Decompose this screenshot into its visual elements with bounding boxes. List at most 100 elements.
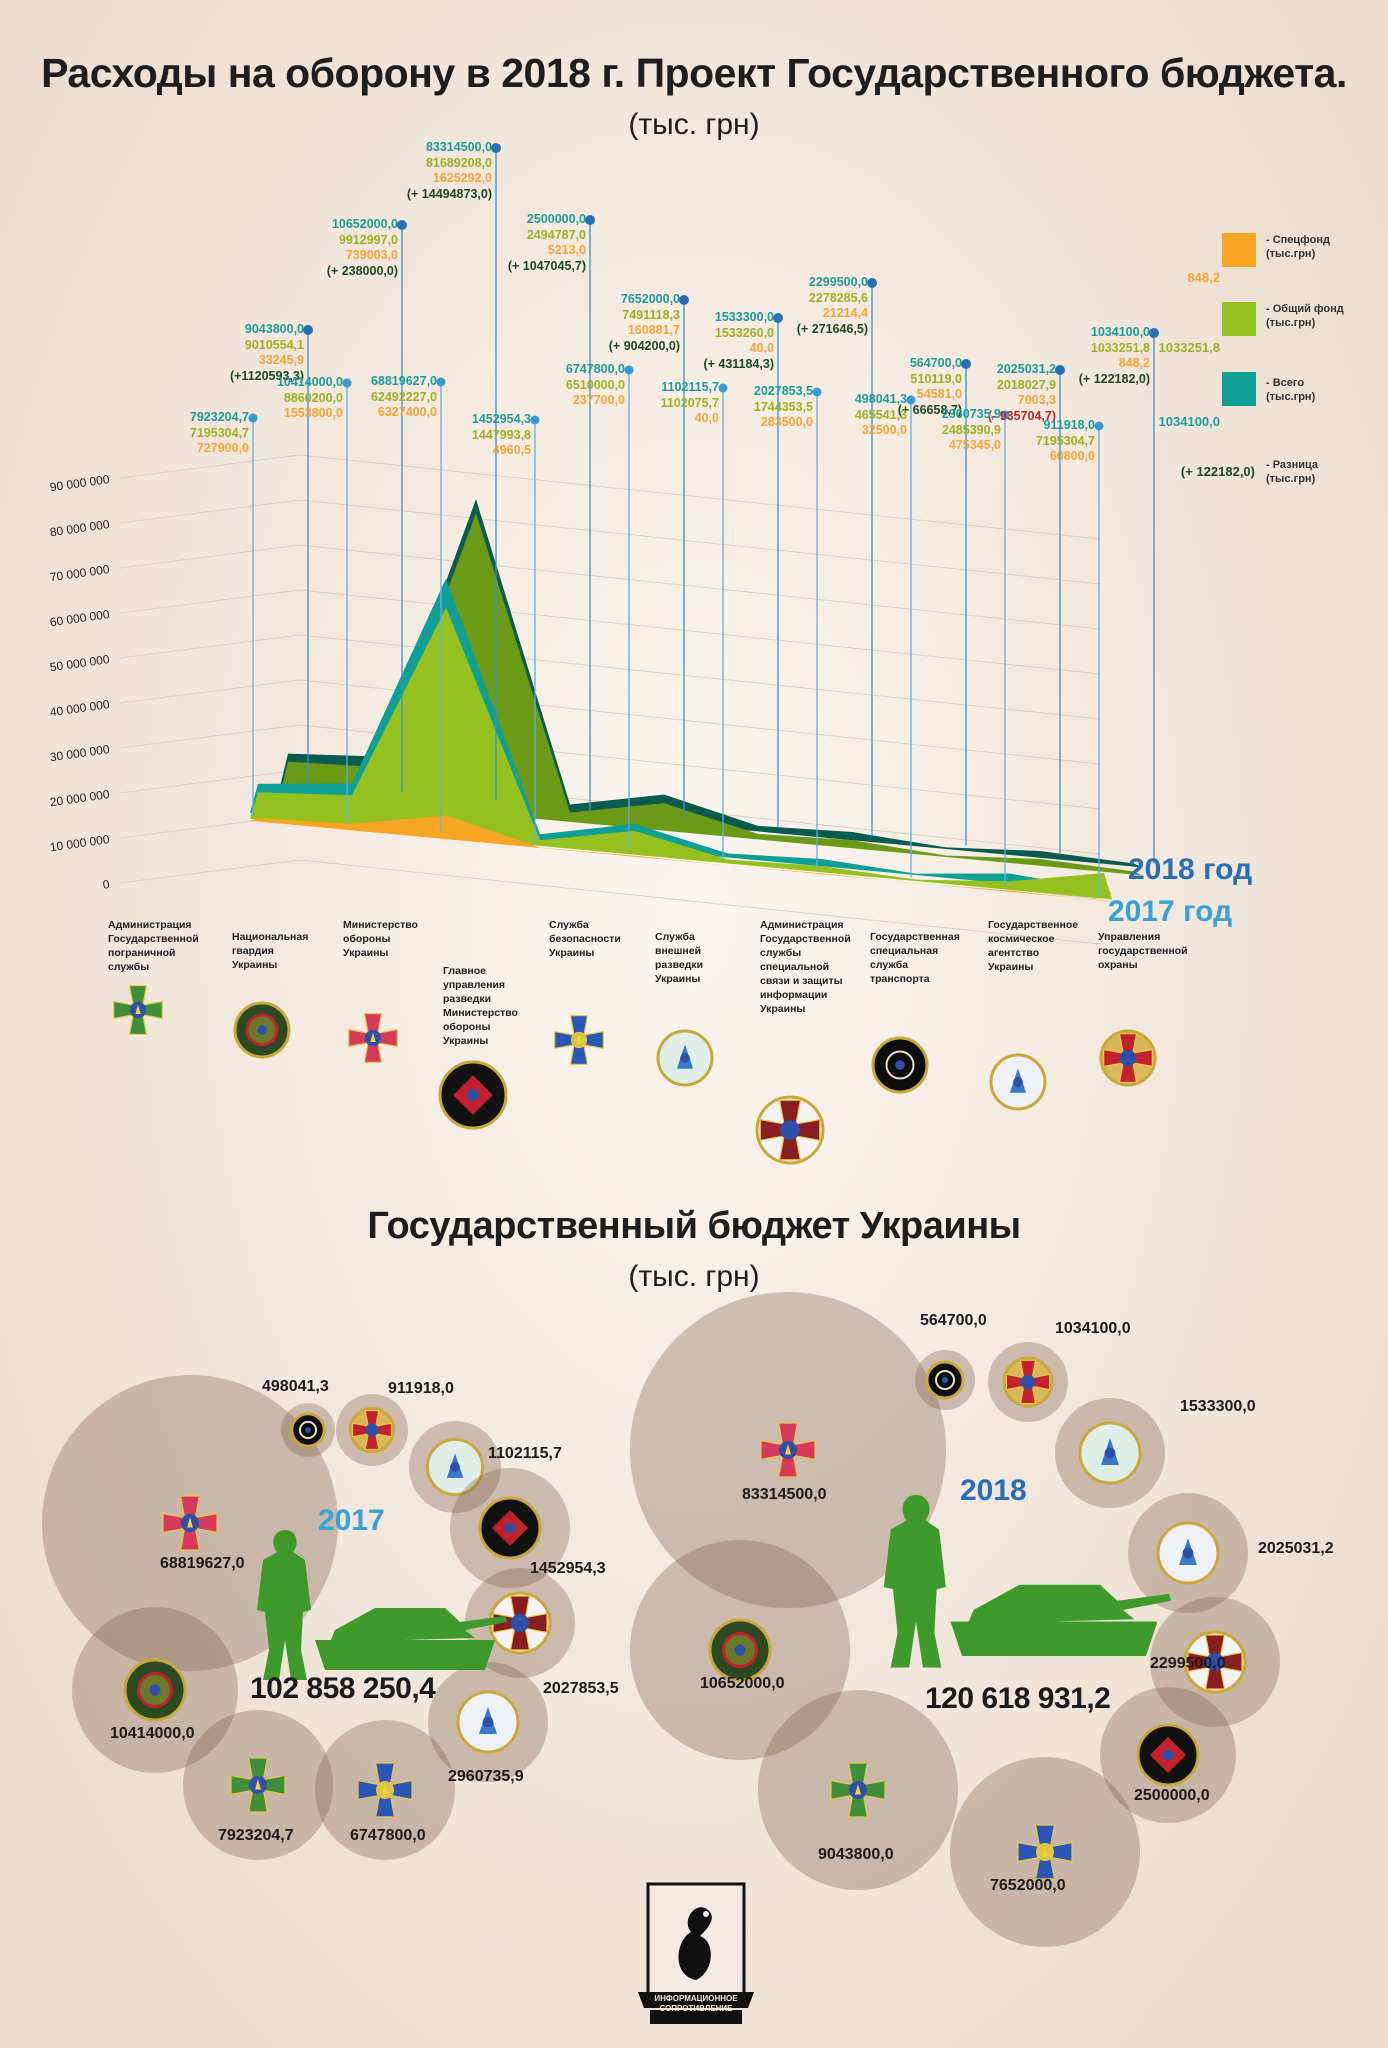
callout-y2018: 2500000,0 2494787,0 5213,0 (+ 1047045,7) xyxy=(508,212,586,274)
bubble-emblem xyxy=(1183,1630,1247,1694)
callout-diff: (+ 66658,7) xyxy=(897,402,962,417)
tank-turret xyxy=(967,1584,1172,1624)
figure-2017 xyxy=(257,1530,507,1680)
legend-label-total: - Всего (тыс.грн) xyxy=(1266,377,1316,403)
emblem-shield xyxy=(1104,1447,1116,1459)
callout-total: 911918,0 xyxy=(1043,418,1095,432)
org-label: Государственное космическое агентство Ук… xyxy=(988,919,1079,973)
soldier-silhouette xyxy=(257,1530,311,1680)
legend-value-general: 1033251,8 xyxy=(1158,340,1220,355)
trident-mark xyxy=(785,1444,791,1455)
callout-diff: (+1120593,3) xyxy=(229,368,304,383)
bubble-emblem xyxy=(1136,1723,1200,1787)
callout-y2018: 1034100,0 1033251,8 848,2 (+ 122182,0) xyxy=(1079,325,1150,387)
org-label: Служба внешней разведки Украины xyxy=(655,931,704,985)
bubble-value: 2299500,0 xyxy=(1150,1655,1226,1672)
leader-dot-2017 xyxy=(718,383,728,393)
callout-general: 510119,0 xyxy=(910,371,962,386)
series-label-2018: 2018 год xyxy=(1128,853,1253,886)
bubble-value: 1102115,7 xyxy=(488,1445,562,1462)
callout-general: 1447993,8 xyxy=(471,427,531,442)
callout-special: 21214,4 xyxy=(822,306,868,320)
emblem-shield xyxy=(450,1462,460,1472)
legend-value-special: 848,2 xyxy=(1187,270,1220,285)
bubble-emblem xyxy=(1017,1824,1073,1880)
callout-diff: (+ 14494873,0) xyxy=(406,186,492,201)
callout-diff: (+ 238000,0) xyxy=(326,263,398,278)
callout-y2018: 1533300,0 1533260,0 40,0 (+ 431184,3) xyxy=(703,310,774,372)
legend-value-total: 1034100,0 xyxy=(1158,414,1220,429)
leader-dot-2017 xyxy=(906,395,916,405)
grid-line-left xyxy=(119,679,301,704)
callout-y2018: 10652000,0 9912997,0 739003,0 (+ 238000,0) xyxy=(327,217,398,279)
callout-special: 5213,0 xyxy=(547,243,586,257)
trident-mark xyxy=(255,1779,261,1790)
callout-special: 40,0 xyxy=(694,411,719,425)
org-label: Служба безопасности Украины xyxy=(549,919,621,959)
callout-diff: (+ 271646,5) xyxy=(796,321,868,336)
emblem-wheel xyxy=(885,1050,915,1080)
callout-diff: (+ 122182,0) xyxy=(1078,371,1150,386)
callout-special: 60800,0 xyxy=(1049,449,1095,463)
emblem-shield xyxy=(895,1060,905,1070)
callout-total: 2500000,0 xyxy=(526,212,586,226)
callout-y2017: 6747800,0 6510000,0 237700,0 xyxy=(566,362,625,409)
callout-total: 68819627,0 xyxy=(370,374,437,388)
org-emblem xyxy=(871,1036,929,1094)
bubble-emblem xyxy=(290,1412,326,1448)
callout-general: 62492227,0 xyxy=(370,389,437,404)
budget-title: Государственный бюджет Украины xyxy=(367,1205,1021,1247)
bubble-emblem xyxy=(230,1757,286,1813)
callout-y2017: 10414000,0 8860200,0 1553800,0 xyxy=(277,375,343,422)
bubble-emblem xyxy=(760,1422,816,1478)
callout-general: 7195304,7 xyxy=(1035,433,1095,448)
callout-total: 7923204,7 xyxy=(189,410,249,424)
bubble-value: 9043800,0 xyxy=(818,1846,894,1863)
callout-y2017: 7923204,7 7195304,7 727900,0 xyxy=(190,410,249,457)
org-label: Министерство обороны Украины xyxy=(343,919,418,959)
bubble-emblem xyxy=(1078,1421,1142,1485)
callout-special: 237700,0 xyxy=(572,393,625,407)
legend-swatch-special xyxy=(1222,233,1256,267)
trident-mark xyxy=(855,1784,861,1795)
leader-dot-2018 xyxy=(679,295,689,305)
org-label: Администрация Государственной погранично… xyxy=(108,919,199,973)
bubble-value: 2500000,0 xyxy=(1134,1787,1210,1804)
bubble-value: 498041,3 xyxy=(262,1378,329,1395)
grid-line-left xyxy=(119,589,301,614)
leader-dot-2017 xyxy=(436,377,446,387)
callout-general: 1033251,8 xyxy=(1090,340,1150,355)
org-label: Главное управления разведки Министерство… xyxy=(443,965,518,1047)
bubble-emblem xyxy=(357,1762,413,1818)
org-emblem xyxy=(348,1013,398,1063)
callout-y2017: 1102115,7 1102075,7 40,0 xyxy=(661,380,719,427)
callout-general: 81689208,0 xyxy=(425,155,492,170)
bubble-emblem xyxy=(708,1618,772,1682)
area-2017-special xyxy=(250,815,1112,902)
callout-y2017: 68819627,0 62492227,0 6327400,0 xyxy=(371,374,437,421)
callout-general: 2494787,0 xyxy=(526,227,586,242)
emblem-shield xyxy=(504,1522,516,1534)
legend-value-diff: (+ 122182,0) xyxy=(1180,464,1255,479)
page-title: Расходы на оборону в 2018 г. Проект Госу… xyxy=(41,50,1347,96)
callout-total: 1452954,3 xyxy=(471,412,531,426)
trident-mark xyxy=(370,1032,376,1043)
legend-swatch-total xyxy=(1222,372,1256,406)
callout-total: 1533300,0 xyxy=(714,310,774,324)
org-label: Управления государственной охраны xyxy=(1098,931,1188,971)
leader-dot-2018 xyxy=(961,359,971,369)
org-emblem xyxy=(554,1015,604,1065)
callout-general: 1744353,5 xyxy=(753,399,813,414)
callout-special: 54581,0 xyxy=(916,387,962,401)
grid-line-back xyxy=(299,544,1101,630)
callout-total: 2025031,2 xyxy=(996,362,1056,376)
callout-diff: (- 935704,7) xyxy=(987,408,1056,423)
callout-diff: (+ 904200,0) xyxy=(608,338,680,353)
grid-line-left xyxy=(119,499,301,524)
bubble-value: 1034100,0 xyxy=(1055,1320,1131,1337)
callout-total: 2027853,5 xyxy=(753,384,813,398)
year-2018-label: 2018 xyxy=(960,1474,1027,1507)
callout-special: 4960,5 xyxy=(492,443,531,457)
emblem-shield xyxy=(368,1426,376,1434)
